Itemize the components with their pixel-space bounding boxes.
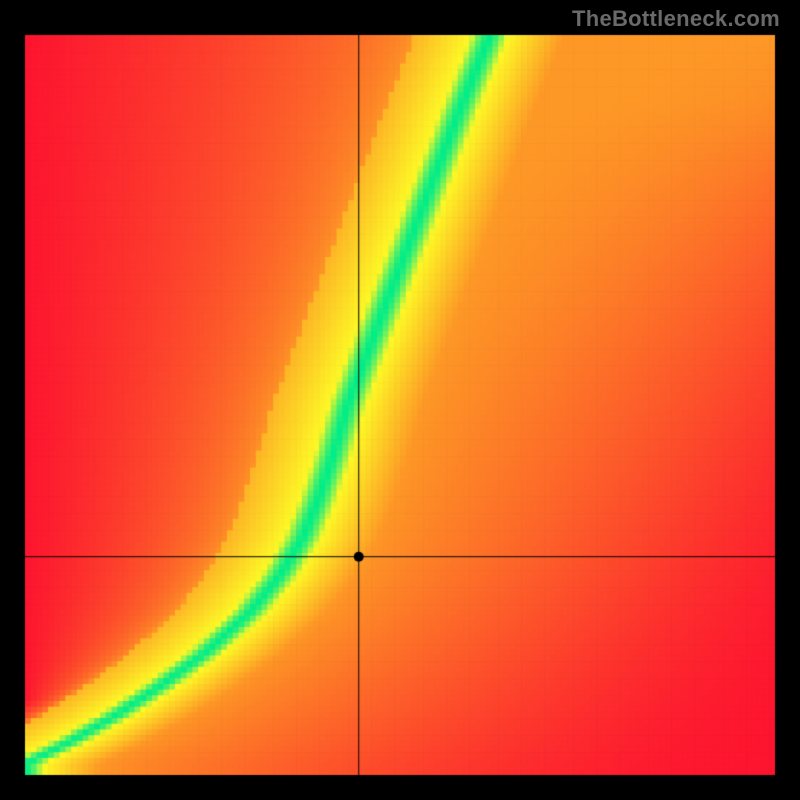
watermark: TheBottleneck.com — [572, 6, 780, 32]
chart-container: TheBottleneck.com — [0, 0, 800, 800]
heatmap-canvas — [0, 0, 800, 800]
